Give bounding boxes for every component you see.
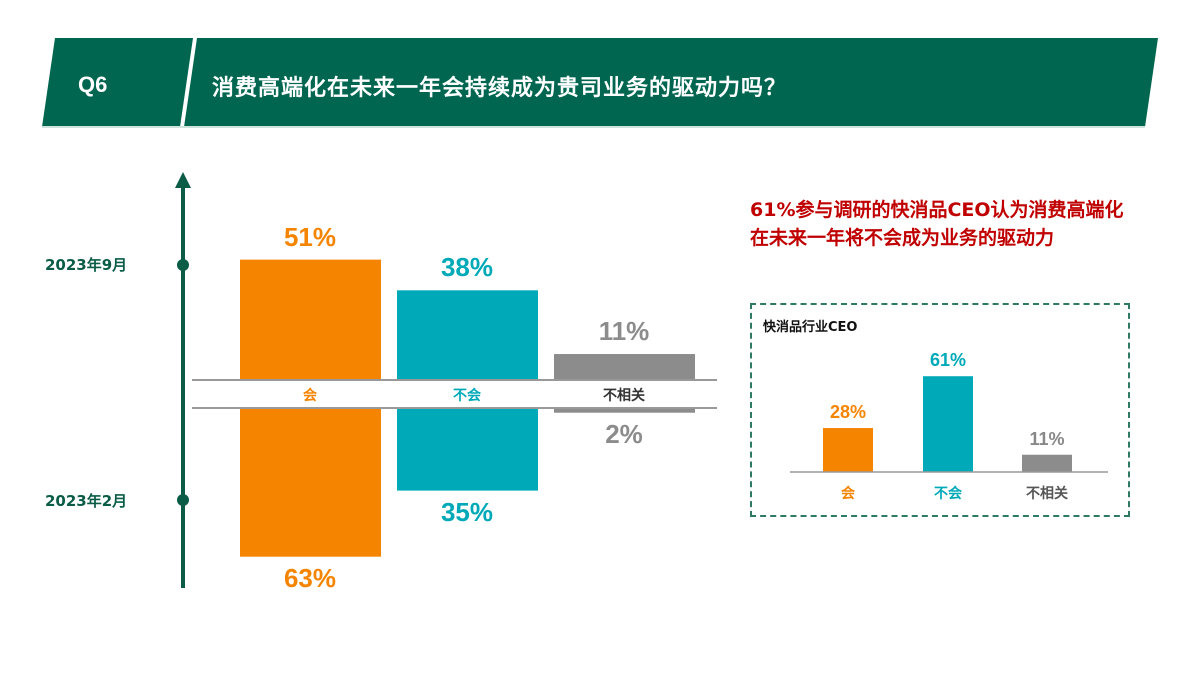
data-label-sep: 11%: [598, 316, 650, 347]
ceo-data-label: 11%: [1029, 428, 1065, 449]
ceo-chart-box: [750, 303, 1130, 517]
ceo-category-label: 不会: [934, 486, 962, 502]
category-label: 不相关: [603, 388, 645, 404]
ceo-data-label: 61%: [929, 350, 967, 371]
ceo-category-label: 不相关: [1026, 486, 1068, 502]
bar-feb-1: [397, 408, 538, 491]
bar-sep-2: [554, 354, 695, 380]
category-label: 会: [303, 388, 317, 404]
ceo-chart-title: 快消品行业CEO: [763, 320, 858, 335]
bar-sep-1: [397, 290, 538, 380]
header-banner: [42, 38, 1158, 128]
page-title: 消费高端化在未来一年会持续成为贵司业务的驱动力吗？: [212, 76, 788, 101]
date-label-feb: 2023年2月: [45, 492, 128, 510]
ceo-category-label: 会: [841, 486, 855, 502]
bar-feb-2: [554, 408, 695, 413]
ceo-bar-2: [1022, 454, 1072, 472]
data-label-feb: 2%: [605, 418, 643, 449]
question-number: Q6: [78, 72, 108, 97]
key-finding: 61%参与调研的快消品CEO认为消费高端化在未来一年将不会成为业务的驱动力: [750, 199, 1124, 249]
arrow-up-icon: [175, 172, 191, 188]
data-label-sep: 38%: [440, 252, 494, 283]
ceo-data-label: 28%: [829, 402, 867, 423]
data-label-feb: 63%: [283, 562, 337, 593]
bar-feb-0: [240, 408, 381, 557]
data-label-feb: 35%: [440, 496, 494, 527]
bar-sep-0: [240, 259, 381, 380]
category-label: 不会: [453, 388, 481, 404]
ceo-bar-0: [823, 428, 873, 472]
data-label-sep: 51%: [283, 221, 337, 252]
date-label-sep: 2023年9月: [45, 256, 128, 274]
ceo-bar-1: [923, 376, 973, 472]
timeline-dot: [177, 259, 189, 271]
timeline-dot: [177, 494, 189, 506]
